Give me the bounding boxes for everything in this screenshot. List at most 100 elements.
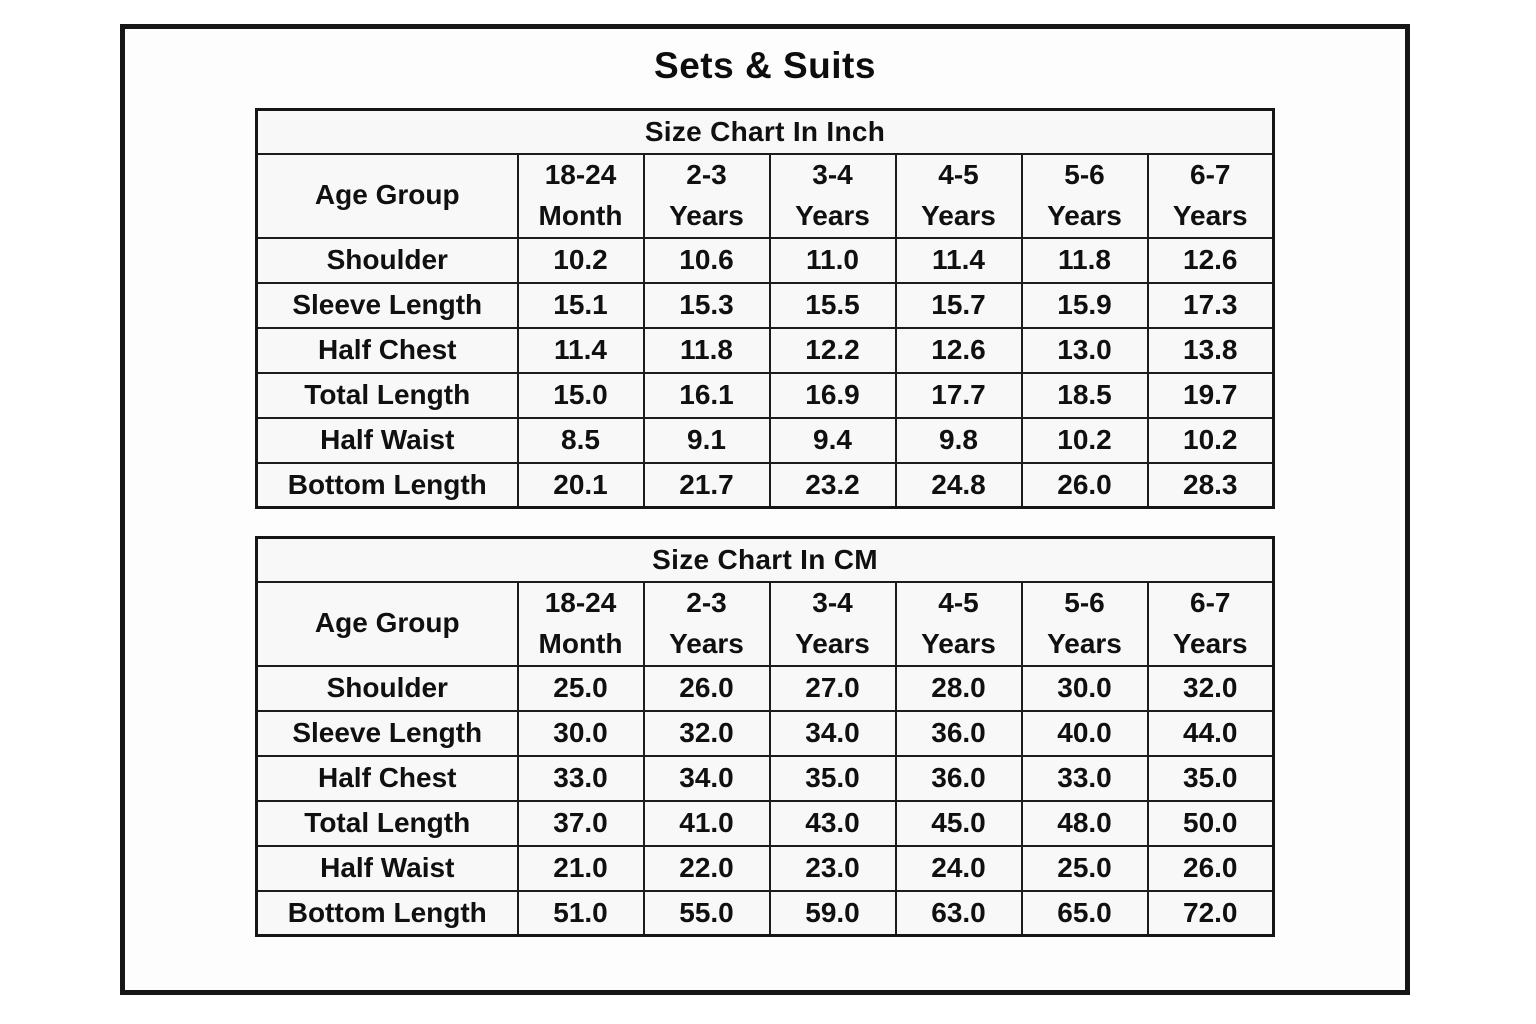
row-label: Sleeve Length <box>255 709 519 757</box>
value-cell: 24.8 <box>894 461 1023 509</box>
size-table: Size Chart In CM Age Group 18-24 Month 2-3 … <box>255 536 1275 937</box>
table-row: Total Length 15.0 16.1 16.9 17.7 18.5 19.7 <box>255 371 1275 419</box>
value-cell: 33.0 <box>516 754 645 802</box>
value-cell: 15.1 <box>516 281 645 329</box>
row-label: Bottom Length <box>255 461 519 509</box>
value-cell: 15.9 <box>1020 281 1149 329</box>
row-label: Half Chest <box>255 754 519 802</box>
value-cell: 20.1 <box>516 461 645 509</box>
value-cell: 30.0 <box>516 709 645 757</box>
value-cell: 50.0 <box>1146 799 1275 847</box>
value-cell: 23.0 <box>768 844 897 892</box>
row-label: Half Waist <box>255 844 519 892</box>
size-table: Size Chart In Inch Age Group 18-24 Month 2-… <box>255 108 1275 509</box>
value-cell: 25.0 <box>516 664 645 712</box>
value-cell: 25.0 <box>1020 844 1149 892</box>
value-cell: 21.7 <box>642 461 771 509</box>
value-cell: 28.3 <box>1146 461 1275 509</box>
value-cell: 30.0 <box>1020 664 1149 712</box>
value-cell: 19.7 <box>1146 371 1275 419</box>
table-row: Half Waist 21.0 22.0 23.0 24.0 25.0 26.0 <box>255 844 1275 892</box>
row-label: Shoulder <box>255 236 519 284</box>
column-header: 4-5 Years <box>894 580 1023 667</box>
value-cell: 26.0 <box>642 664 771 712</box>
size-chart-cm: Size Chart In CM Age Group 18-24 Month 2-3 … <box>125 536 1405 937</box>
row-label: Shoulder <box>255 664 519 712</box>
value-cell: 27.0 <box>768 664 897 712</box>
value-cell: 9.8 <box>894 416 1023 464</box>
value-cell: 51.0 <box>516 889 645 937</box>
row-label: Sleeve Length <box>255 281 519 329</box>
size-chart-inch: Size Chart In Inch Age Group 18-24 Month 2-… <box>125 108 1405 509</box>
value-cell: 12.2 <box>768 326 897 374</box>
table-row: Sleeve Length 15.1 15.3 15.5 15.7 15.9 17.3 <box>255 281 1275 329</box>
column-header: 5-6 Years <box>1020 152 1149 239</box>
value-cell: 16.1 <box>642 371 771 419</box>
value-cell: 59.0 <box>768 889 897 937</box>
column-header: 2-3 Years <box>642 152 771 239</box>
value-cell: 35.0 <box>768 754 897 802</box>
value-cell: 12.6 <box>1146 236 1275 284</box>
value-cell: 33.0 <box>1020 754 1149 802</box>
value-cell: 10.6 <box>642 236 771 284</box>
value-cell: 11.8 <box>642 326 771 374</box>
value-cell: 11.0 <box>768 236 897 284</box>
value-cell: 72.0 <box>1146 889 1275 937</box>
value-cell: 13.0 <box>1020 326 1149 374</box>
column-header: 18-24 Month <box>516 580 645 667</box>
column-header: 4-5 Years <box>894 152 1023 239</box>
value-cell: 24.0 <box>894 844 1023 892</box>
value-cell: 63.0 <box>894 889 1023 937</box>
value-cell: 15.0 <box>516 371 645 419</box>
column-header: 3-4 Years <box>768 580 897 667</box>
row-label: Bottom Length <box>255 889 519 937</box>
value-cell: 13.8 <box>1146 326 1275 374</box>
column-header: 18-24 Month <box>516 152 645 239</box>
value-cell: 34.0 <box>768 709 897 757</box>
table-row: Half Chest 33.0 34.0 35.0 36.0 33.0 35.0 <box>255 754 1275 802</box>
row-label: Total Length <box>255 371 519 419</box>
value-cell: 55.0 <box>642 889 771 937</box>
page-title: Sets & Suits <box>654 45 876 86</box>
value-cell: 9.1 <box>642 416 771 464</box>
table-row: Shoulder 10.2 10.6 11.0 11.4 11.8 12.6 <box>255 236 1275 284</box>
value-cell: 21.0 <box>516 844 645 892</box>
column-header: 6-7 Years <box>1146 152 1275 239</box>
row-label: Half Waist <box>255 416 519 464</box>
column-header: 6-7 Years <box>1146 580 1275 667</box>
table-row: Bottom Length 51.0 55.0 59.0 63.0 65.0 72.0 <box>255 889 1275 937</box>
value-cell: 41.0 <box>642 799 771 847</box>
column-header-age-group: Age Group <box>255 152 519 239</box>
value-cell: 11.4 <box>894 236 1023 284</box>
outer-frame: Sets & Suits Size Chart In Inch Age Group… <box>120 24 1410 995</box>
value-cell: 15.5 <box>768 281 897 329</box>
table-title: Size Chart In Inch <box>255 108 1275 155</box>
value-cell: 44.0 <box>1146 709 1275 757</box>
value-cell: 23.2 <box>768 461 897 509</box>
value-cell: 32.0 <box>642 709 771 757</box>
value-cell: 26.0 <box>1146 844 1275 892</box>
value-cell: 10.2 <box>1020 416 1149 464</box>
column-header: 2-3 Years <box>642 580 771 667</box>
value-cell: 22.0 <box>642 844 771 892</box>
value-cell: 37.0 <box>516 799 645 847</box>
value-cell: 10.2 <box>516 236 645 284</box>
value-cell: 11.4 <box>516 326 645 374</box>
value-cell: 28.0 <box>894 664 1023 712</box>
value-cell: 18.5 <box>1020 371 1149 419</box>
row-label: Half Chest <box>255 326 519 374</box>
column-header-age-group: Age Group <box>255 580 519 667</box>
value-cell: 11.8 <box>1020 236 1149 284</box>
value-cell: 36.0 <box>894 709 1023 757</box>
value-cell: 10.2 <box>1146 416 1275 464</box>
value-cell: 15.3 <box>642 281 771 329</box>
value-cell: 32.0 <box>1146 664 1275 712</box>
value-cell: 48.0 <box>1020 799 1149 847</box>
value-cell: 17.3 <box>1146 281 1275 329</box>
value-cell: 12.6 <box>894 326 1023 374</box>
table-row: Sleeve Length 30.0 32.0 34.0 36.0 40.0 44.0 <box>255 709 1275 757</box>
table-row: Shoulder 25.0 26.0 27.0 28.0 30.0 32.0 <box>255 664 1275 712</box>
table-row: Half Chest 11.4 11.8 12.2 12.6 13.0 13.8 <box>255 326 1275 374</box>
row-label: Total Length <box>255 799 519 847</box>
value-cell: 17.7 <box>894 371 1023 419</box>
